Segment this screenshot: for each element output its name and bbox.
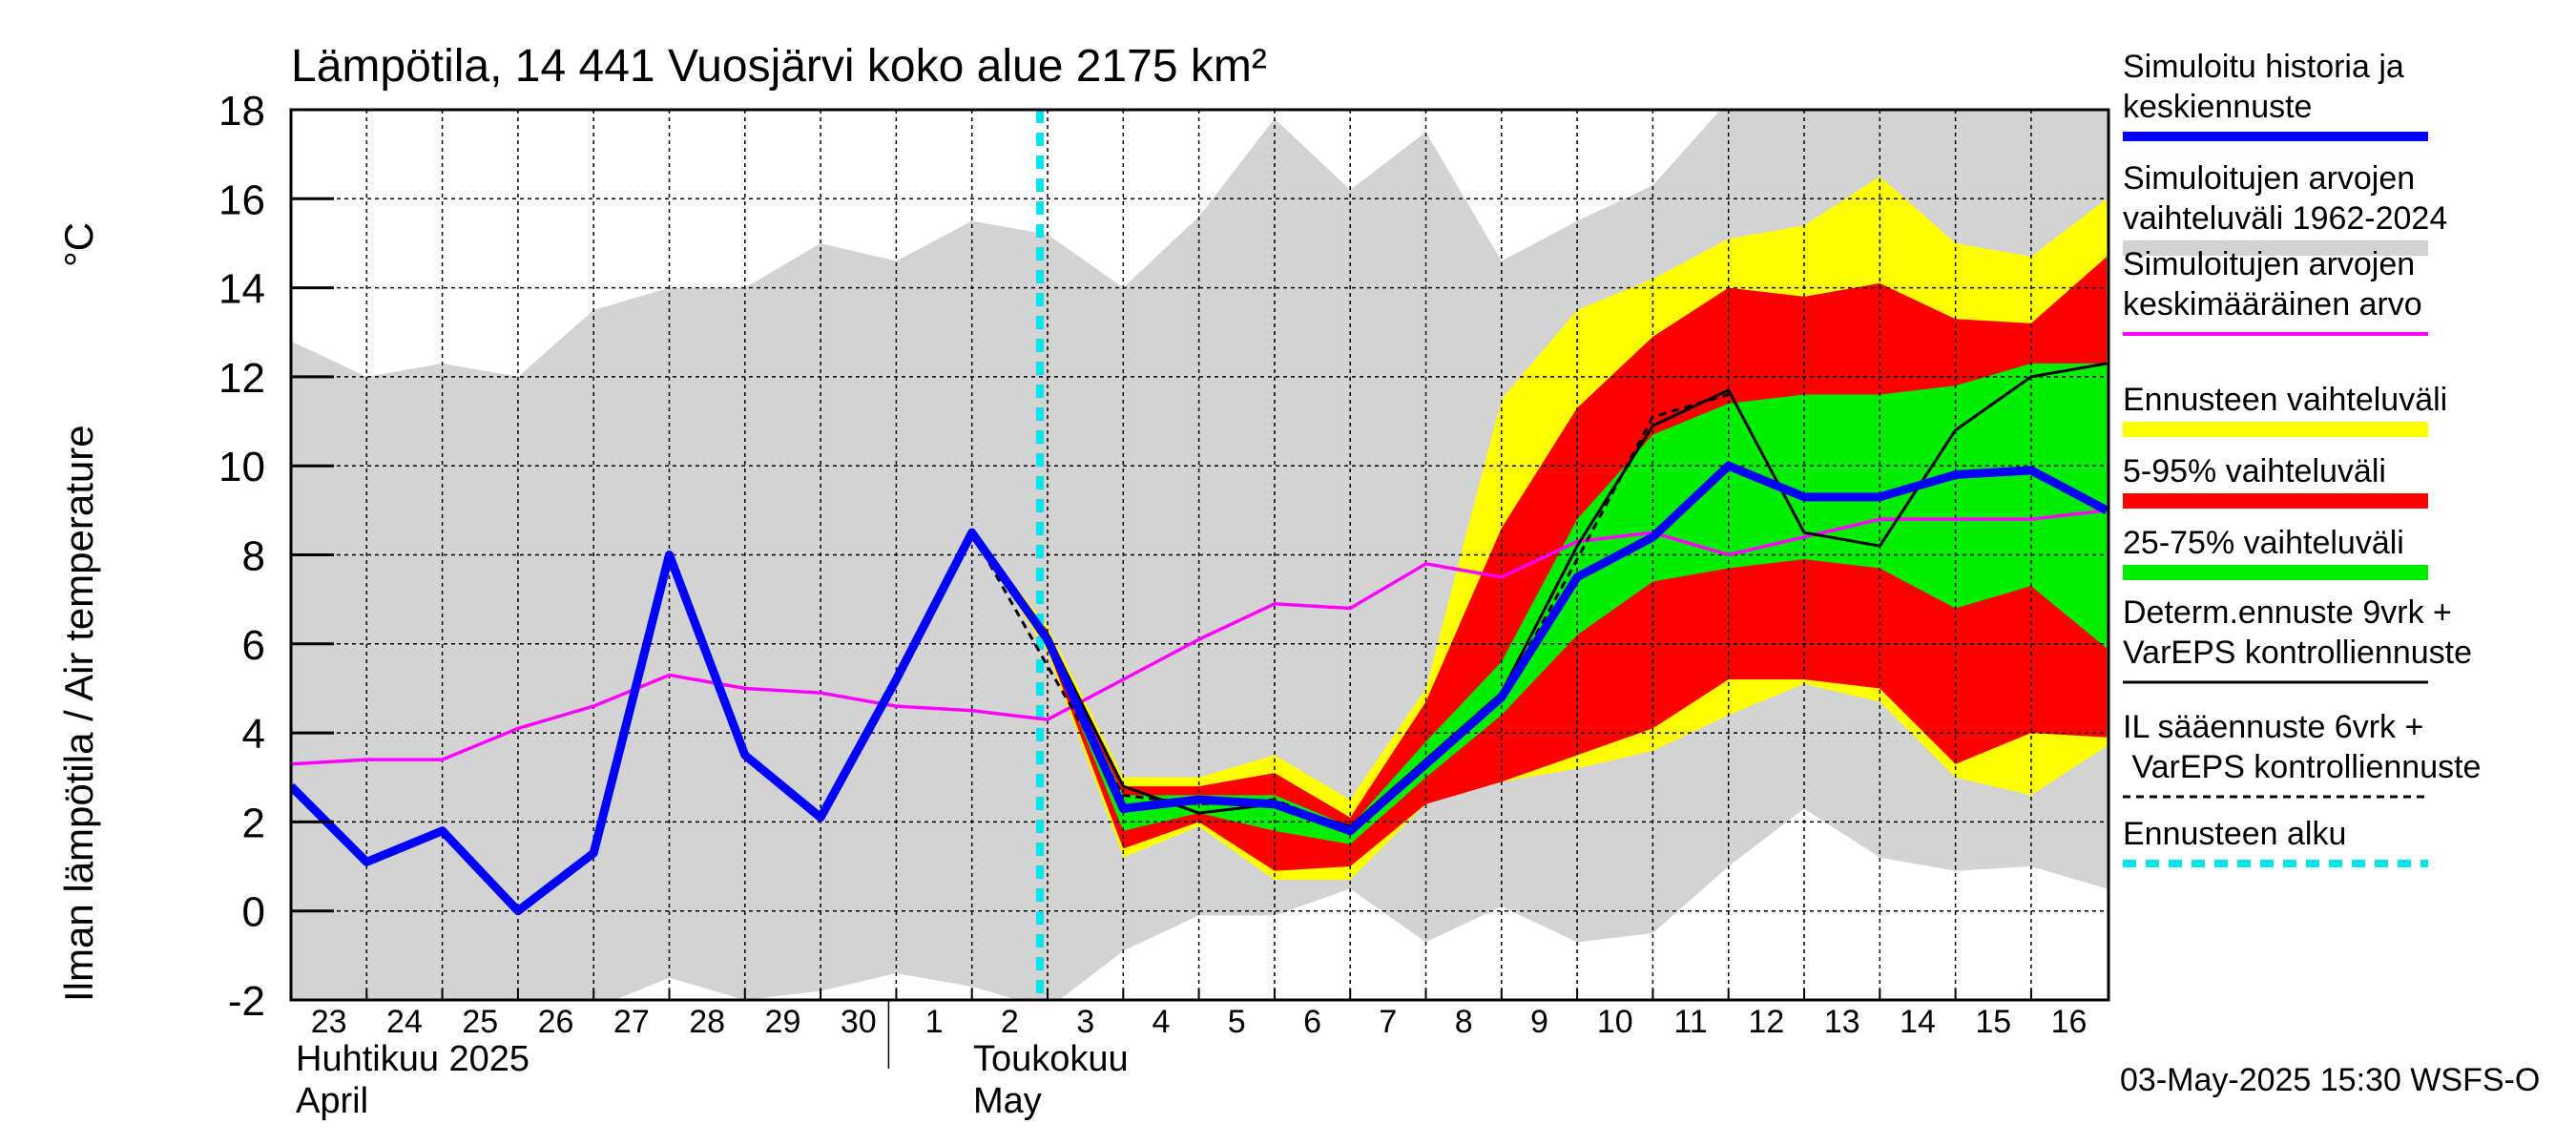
x-tick-label: 8 — [1455, 1004, 1473, 1040]
chart-title: Lämpötila, 14 441 Vuosjärvi koko alue 21… — [291, 41, 1267, 92]
legend-label: Simuloitu historia ja keskiennuste — [2123, 49, 2404, 125]
legend-label: 5-95% vaihteluväli — [2123, 453, 2386, 489]
x-tick-label: 11 — [1673, 1004, 1707, 1040]
x-tick-label: 1 — [925, 1004, 944, 1040]
x-tick-label: 16 — [2051, 1004, 2088, 1040]
month-label-may-fi: Toukokuu — [973, 1039, 1129, 1079]
y-axis-unit: °C — [56, 222, 101, 267]
y-axis-label: Ilman lämpötila / Air temperature — [56, 425, 101, 1002]
y-tick-label: -2 — [228, 978, 265, 1025]
x-tick-label: 23 — [311, 1004, 347, 1040]
y-tick-label: 0 — [242, 889, 265, 936]
y-tick-label: 14 — [218, 266, 265, 313]
x-tick-label: 29 — [765, 1004, 801, 1040]
month-label-may-en: May — [973, 1081, 1042, 1121]
x-tick-label: 15 — [1975, 1004, 2011, 1040]
y-tick-label: 4 — [242, 711, 265, 758]
y-tick-label: 6 — [242, 622, 265, 669]
x-tick-label: 5 — [1228, 1004, 1246, 1040]
x-tick-label: 27 — [613, 1004, 650, 1040]
x-tick-label: 12 — [1748, 1004, 1784, 1040]
x-tick-label: 4 — [1152, 1004, 1170, 1040]
y-tick-label: 16 — [218, 177, 265, 223]
legend-label: Simuloitujen arvojen vaihteluväli 1962-20… — [2123, 160, 2447, 237]
x-tick-label: 13 — [1824, 1004, 1860, 1040]
legend-label: IL sääennuste 6vrk + VarEPS kontrollienn… — [2123, 709, 2481, 785]
simulated-history-line — [291, 461, 2109, 916]
long-term-mean-line — [291, 509, 2108, 766]
timestamp-label: 03-May-2025 15:30 WSFS-O — [2120, 1062, 2540, 1098]
legend-label: Determ.ennuste 9vrk + VarEPS kontrollienn… — [2123, 594, 2472, 671]
y-tick-label: 18 — [218, 88, 265, 135]
legend: Simuloitu historia ja keskiennuste Simuloi… — [2123, 49, 2481, 867]
series-lines — [291, 110, 2109, 1000]
x-tick-label: 3 — [1076, 1004, 1094, 1040]
legend-label: Simuloitujen arvojen keskimääräinen arvo — [2123, 246, 2422, 323]
x-tick-label: 6 — [1303, 1004, 1321, 1040]
legend-label: Ennusteen vaihteluväli — [2123, 382, 2447, 418]
x-tick-label: 25 — [462, 1004, 498, 1040]
x-tick-label: 7 — [1379, 1004, 1397, 1040]
x-tick-label: 24 — [386, 1004, 423, 1040]
range-25-75-band — [971, 363, 2108, 844]
x-tick-label: 28 — [689, 1004, 725, 1040]
month-label-april-en: April — [296, 1081, 368, 1121]
x-tick-label: 26 — [538, 1004, 574, 1040]
y-tick-label: 10 — [218, 444, 265, 490]
x-tick-label: 9 — [1530, 1004, 1548, 1040]
legend-label: Ennusteen alku — [2123, 816, 2346, 852]
x-tick-label: 14 — [1900, 1004, 1936, 1040]
y-tick-label: 2 — [242, 800, 265, 846]
y-tick-label: 8 — [242, 533, 265, 580]
x-tick-label: 2 — [1001, 1004, 1019, 1040]
x-tick-label: 10 — [1597, 1004, 1633, 1040]
legend-label: 25-75% vaihteluväli — [2123, 525, 2404, 561]
month-label-april-fi: Huhtikuu 2025 — [296, 1039, 530, 1079]
y-tick-label: 12 — [218, 355, 265, 402]
x-tick-label: 30 — [841, 1004, 877, 1040]
grid-lines — [291, 110, 2109, 1000]
